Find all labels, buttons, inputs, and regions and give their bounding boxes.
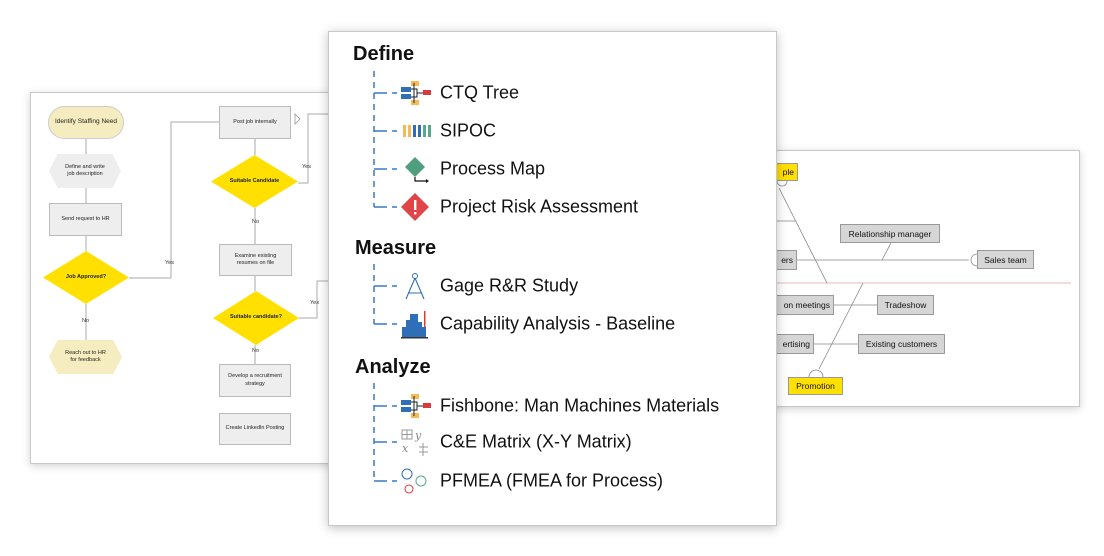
edge-label-no: No <box>252 348 260 354</box>
fishbone-lines <box>761 180 1071 378</box>
compass-icon <box>405 273 425 300</box>
node-define-job: Define and write job description <box>49 154 121 188</box>
menu-item-label: Project Risk Assessment <box>440 196 639 217</box>
fishbone-cause-meetings: on meetings <box>761 295 834 315</box>
menu-item-label: Gage R&R Study <box>440 275 579 296</box>
svg-text:y: y <box>414 429 422 442</box>
fishbone-icon <box>401 394 431 418</box>
edge-label-no: No <box>82 318 90 324</box>
section-heading-define: Define <box>353 43 415 65</box>
risk-warning-icon <box>401 193 429 221</box>
menu-item-label: CTQ Tree <box>440 82 520 103</box>
node-develop-strategy: Develop a recruitment strategy <box>219 364 291 397</box>
node-send-request: Send request to HR <box>49 203 122 236</box>
node-create-linkedin: Create LinkedIn Posting <box>219 413 291 445</box>
dmaic-tools-menu: Define CTQ Tree SIPOC Process Map Projec… <box>328 31 777 526</box>
node-reach-out: Reach out to HR for feedback <box>49 340 122 374</box>
menu-item-label: Capability Analysis - Baseline <box>440 313 676 334</box>
node-examine-resumes: Examine existing resumes on file <box>219 244 292 276</box>
menu-item-label: PFMEA (FMEA for Process) <box>440 470 664 491</box>
node-post-job: Post job internally <box>219 106 291 139</box>
flowchart-preview-card[interactable]: Identify Staffing Need Define and write … <box>30 92 335 464</box>
histogram-icon <box>401 311 428 339</box>
edge-label-yes: Yes <box>310 300 319 306</box>
node-identify-staffing-need: Identify Staffing Need <box>48 106 124 139</box>
matrix-icon: yx <box>401 429 428 456</box>
tree-lines <box>373 71 397 482</box>
fishbone-cause-relationship-manager: Relationship manager <box>840 224 940 243</box>
menu-item-label: Process Map <box>440 158 546 179</box>
process-map-icon <box>405 157 429 183</box>
fishbone-cause-tradeshow: Tradeshow <box>877 295 934 315</box>
menu-item-label: SIPOC <box>440 120 497 141</box>
flowchart-connectors <box>85 113 334 364</box>
sipoc-icon <box>403 125 431 137</box>
fishbone-category-promotion: Promotion <box>788 377 843 395</box>
edge-label-yes: Yes <box>165 260 174 266</box>
section-heading-analyze: Analyze <box>355 356 431 378</box>
fishbone-cause-existing-customers: Existing customers <box>858 334 945 354</box>
edge-label-yes: Yes <box>302 164 311 170</box>
ctq-tree-icon <box>401 81 431 105</box>
svg-text:x: x <box>402 442 409 455</box>
menu-item-label: Fishbone: Man Machines Materials <box>440 395 720 416</box>
menu-item-label: C&E Matrix (X-Y Matrix) <box>440 431 632 452</box>
section-heading-measure: Measure <box>355 237 437 259</box>
pfmea-icon <box>401 468 427 494</box>
fishbone-cause-sales-team: Sales team <box>977 250 1034 269</box>
fishbone-preview-card[interactable]: ple ers Relationship manager Sales team … <box>760 150 1080 407</box>
edge-label-no: No <box>252 219 260 225</box>
